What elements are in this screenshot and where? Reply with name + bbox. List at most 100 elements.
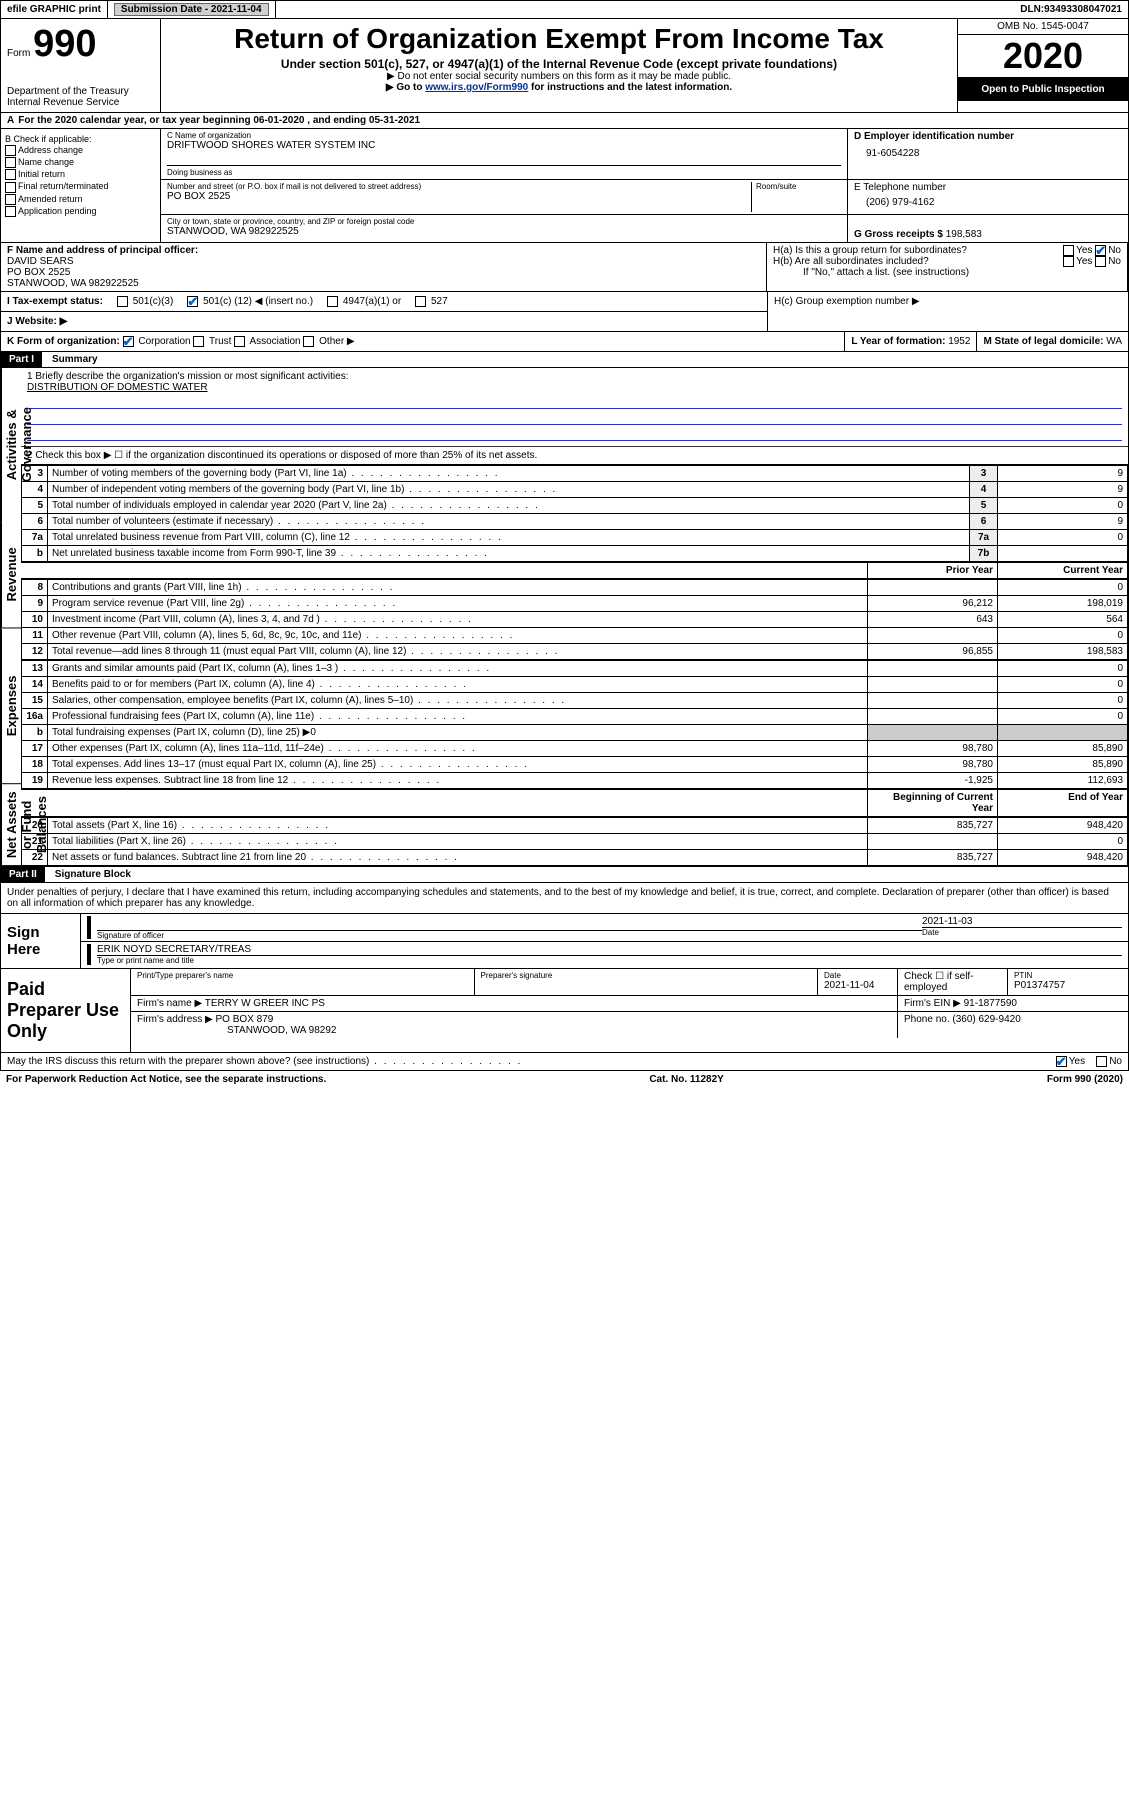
dba-label: Doing business as (167, 165, 841, 177)
line-box: 7b (970, 546, 998, 562)
col-end: End of Year (998, 790, 1128, 817)
line-text: Total liabilities (Part X, line 26) (48, 834, 868, 850)
top-bar: efile GRAPHIC print Submission Date - 20… (0, 0, 1129, 19)
row-a: A For the 2020 calendar year, or tax yea… (0, 113, 1129, 129)
expenses-table: 13 Grants and similar amounts paid (Part… (21, 660, 1128, 789)
chk-trust[interactable] (193, 336, 204, 347)
form-subtitle: Under section 501(c), 527, or 4947(a)(1)… (169, 57, 949, 71)
chk-initial-return[interactable]: Initial return (5, 169, 156, 180)
form990-link[interactable]: www.irs.gov/Form990 (425, 82, 528, 93)
firm-addr-label: Firm's address ▶ (137, 1014, 216, 1025)
prior-val (868, 677, 998, 693)
line-box: 5 (970, 498, 998, 514)
col-b-label: B Check if applicable: (5, 134, 156, 144)
addr-value: PO BOX 2525 (167, 191, 751, 202)
line-box: 3 (970, 466, 998, 482)
footer-pra: For Paperwork Reduction Act Notice, see … (6, 1074, 326, 1085)
current-val: 0 (998, 628, 1128, 644)
h-a-yes[interactable] (1063, 245, 1074, 256)
part1-body: Activities & Governance Revenue Expenses… (0, 368, 1129, 867)
h-b-yes[interactable] (1063, 256, 1074, 267)
h-a-no[interactable] (1095, 245, 1106, 256)
form-number: 990 (33, 23, 96, 65)
prior-val (868, 628, 998, 644)
chk-4947[interactable] (327, 296, 338, 307)
chk-527[interactable] (415, 296, 426, 307)
prior-val (868, 580, 998, 596)
line-num: 14 (22, 677, 48, 693)
header-note-2: ▶ Go to www.irs.gov/Form990 for instruct… (169, 82, 949, 93)
paid-preparer-label: Paid Preparer Use Only (1, 969, 131, 1052)
col-d-cell: D Employer identification number 91-6054… (848, 129, 1128, 179)
col-f: F Name and address of principal officer:… (1, 243, 767, 291)
line-text: Other expenses (Part IX, column (A), lin… (48, 741, 868, 757)
line-val: 9 (998, 466, 1128, 482)
chk-address-change[interactable]: Address change (5, 145, 156, 156)
header-right: OMB No. 1545-0047 2020 Open to Public In… (958, 19, 1128, 112)
h-b-no[interactable] (1095, 256, 1106, 267)
line-text: Total assets (Part X, line 16) (48, 818, 868, 834)
row-k-l-m: K Form of organization: Corporation Trus… (0, 332, 1129, 352)
chk-application-pending[interactable]: Application pending (5, 206, 156, 217)
line-text: Net unrelated business taxable income fr… (48, 546, 970, 562)
addr-cell: Number and street (or P.O. box if mail i… (161, 180, 848, 214)
section-b-to-g: B Check if applicable: Address change Na… (0, 129, 1129, 243)
netassets-header: Beginning of Current YearEnd of Year (21, 789, 1128, 817)
officer-addr2: STANWOOD, WA 982922525 (7, 278, 760, 289)
chk-association[interactable] (234, 336, 245, 347)
ein-label: D Employer identification number (854, 131, 1122, 142)
current-val: 85,890 (998, 741, 1128, 757)
line-num: 16a (22, 709, 48, 725)
tel-label: E Telephone number (854, 182, 1122, 193)
line-val: 9 (998, 514, 1128, 530)
paid-preparer-grid: Print/Type preparer's name Preparer's si… (131, 969, 1128, 1052)
chk-final-return[interactable]: Final return/terminated (5, 181, 156, 192)
efile-label: efile GRAPHIC print (1, 1, 108, 18)
gross-receipts: 198,583 (946, 229, 982, 240)
prior-val (868, 709, 998, 725)
header-left: Form 990 Department of the Treasury Inte… (1, 19, 161, 112)
line-text: Benefits paid to or for members (Part IX… (48, 677, 868, 693)
col-g-cell: G Gross receipts $ 198,583 (848, 215, 1128, 242)
may-irs-no[interactable] (1096, 1056, 1107, 1067)
row-i: I Tax-exempt status: 501(c)(3) 501(c) (1… (1, 292, 767, 312)
line-text: Total expenses. Add lines 13–17 (must eq… (48, 757, 868, 773)
prior-val: 96,855 (868, 644, 998, 660)
chk-amended-return[interactable]: Amended return (5, 194, 156, 205)
chk-501c3[interactable] (117, 296, 128, 307)
current-val: 198,019 (998, 596, 1128, 612)
side-label-netassets: Net Assets or Fund Balances (1, 784, 21, 866)
h-c-label: H(c) Group exemption number ▶ (774, 296, 1122, 307)
line-text: Total number of volunteers (estimate if … (48, 514, 970, 530)
city-value: STANWOOD, WA 982922525 (167, 226, 841, 237)
form-title: Return of Organization Exempt From Incom… (169, 23, 949, 55)
col-e-cell: E Telephone number (206) 979-4162 (848, 180, 1128, 214)
city-cell: City or town, state or province, country… (161, 215, 848, 242)
line-val (998, 546, 1128, 562)
submission-date-btn[interactable]: Submission Date - 2021-11-04 (114, 3, 269, 16)
line-box: 6 (970, 514, 998, 530)
room-label: Room/suite (751, 182, 841, 212)
may-irs-yes[interactable] (1056, 1056, 1067, 1067)
line-1-label: 1 Briefly describe the organization's mi… (27, 371, 1122, 382)
chk-other[interactable] (303, 336, 314, 347)
line-text: Total fundraising expenses (Part IX, col… (48, 725, 868, 741)
row-a-text: For the 2020 calendar year, or tax year … (18, 115, 420, 126)
part2-label: Part II (1, 867, 45, 882)
sign-here-body: Signature of officer 2021-11-03 Date ERI… (81, 914, 1128, 968)
current-val: 198,583 (998, 644, 1128, 660)
chk-corporation[interactable] (123, 336, 134, 347)
chk-name-change[interactable]: Name change (5, 157, 156, 168)
chk-501c[interactable] (187, 296, 198, 307)
h-c: H(c) Group exemption number ▶ (768, 292, 1128, 331)
dept-irs: Internal Revenue Service (7, 97, 154, 108)
line-num: 17 (22, 741, 48, 757)
line-text: Total number of individuals employed in … (48, 498, 970, 514)
line-text: Grants and similar amounts paid (Part IX… (48, 661, 868, 677)
self-employed-check[interactable]: Check ☐ if self-employed (898, 969, 1008, 995)
h-a-label: H(a) Is this a group return for subordin… (773, 245, 967, 256)
prior-val: -1,925 (868, 773, 998, 789)
current-val: 948,420 (998, 818, 1128, 834)
line-num: 15 (22, 693, 48, 709)
row-l: L Year of formation: 1952 (845, 332, 977, 351)
